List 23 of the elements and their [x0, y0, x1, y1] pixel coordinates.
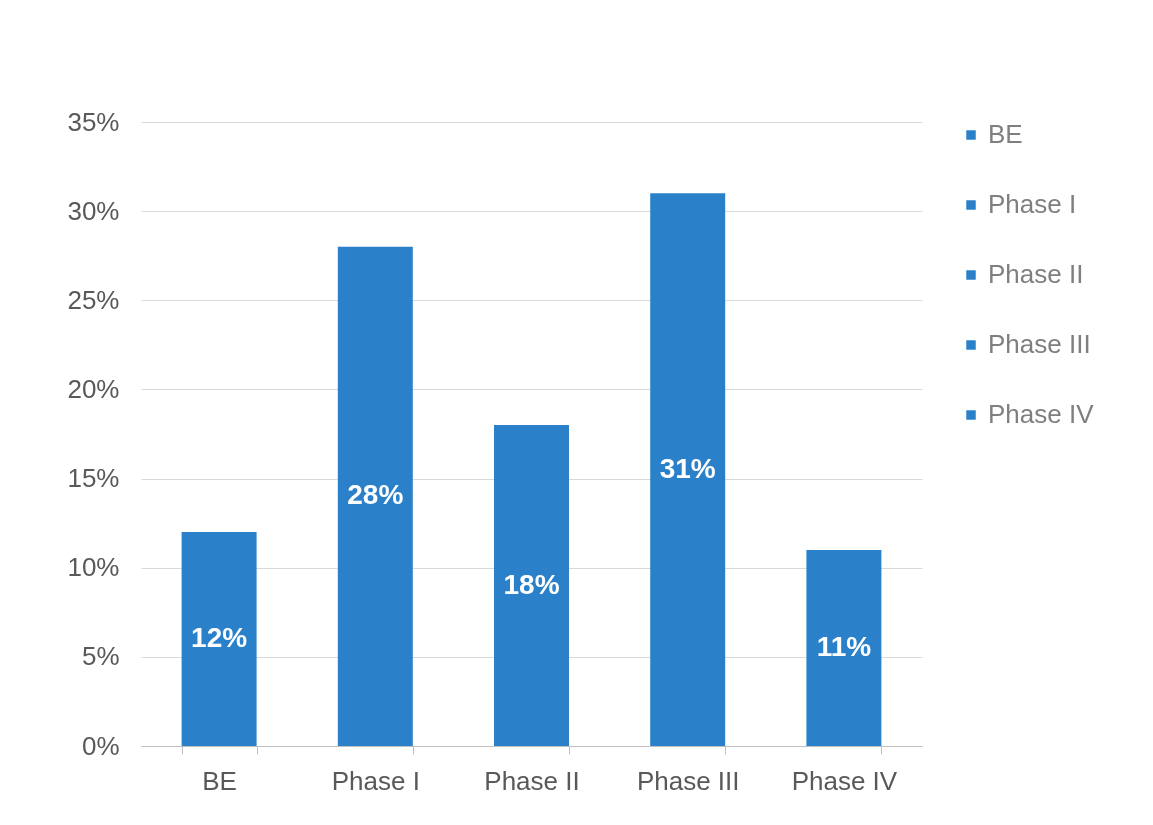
x-tick-label: Phase IV	[791, 765, 898, 796]
data-label: 28%	[347, 479, 404, 511]
y-tick-label: 20%	[67, 373, 120, 404]
x-tick-label: Phase II	[484, 765, 580, 796]
x-tick-label: Phase I	[331, 765, 420, 796]
y-tick-label: 10%	[67, 552, 120, 583]
legend-label: BE	[988, 119, 1023, 149]
x-tick-label: BE	[202, 765, 237, 796]
y-tick-label: 35%	[67, 106, 120, 137]
y-tick-label: 5%	[81, 641, 120, 672]
x-tick-label: Phase III	[636, 765, 740, 796]
y-tick-label: 15%	[67, 463, 120, 494]
legend-label: Phase I	[988, 189, 1077, 219]
y-tick-label: 30%	[67, 195, 120, 226]
data-label: 31%	[659, 452, 716, 484]
y-tick-label: 0%	[81, 730, 120, 761]
legend-label: Phase III	[988, 329, 1091, 359]
legend-label: Phase II	[988, 259, 1084, 289]
legend-label: Phase IV	[988, 399, 1095, 429]
y-tick-label: 25%	[67, 284, 120, 315]
data-label: 18%	[503, 568, 560, 600]
data-label: 12%	[191, 622, 248, 654]
data-label: 11%	[816, 630, 872, 662]
